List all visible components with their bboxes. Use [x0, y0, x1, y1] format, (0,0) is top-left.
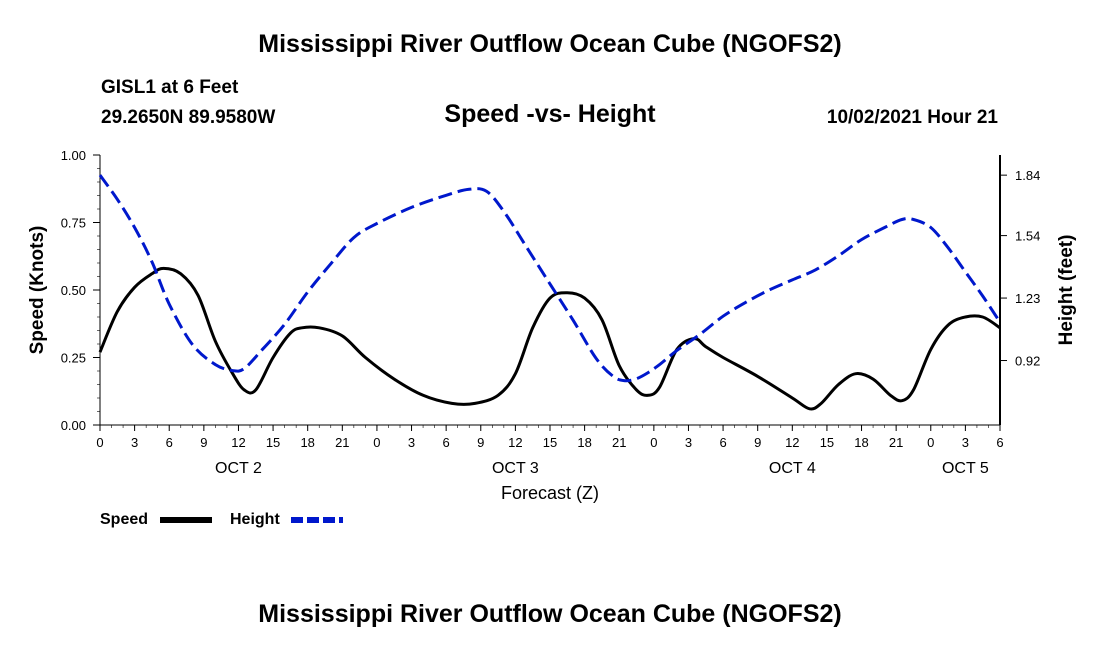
- x-tick-label: 18: [854, 435, 868, 450]
- series: [98, 174, 1002, 411]
- axes: [93, 154, 1007, 431]
- y2-tick-label: 1.54: [1015, 229, 1040, 244]
- legend-label-speed: Speed: [100, 511, 148, 528]
- y-tick-label: 0.25: [61, 351, 86, 366]
- x-tick-label: 18: [577, 435, 591, 450]
- x-tick-label: 3: [685, 435, 692, 450]
- y-tick-label: 1.00: [61, 148, 86, 163]
- y-tick-label: 0.75: [61, 216, 86, 231]
- x-tick-label: 3: [131, 435, 138, 450]
- x-tick-label: 0: [373, 435, 380, 450]
- x-tick-label: 18: [300, 435, 314, 450]
- x-tick-label: 3: [962, 435, 969, 450]
- y-tick-label: 0.50: [61, 283, 86, 298]
- x-tick-label: 12: [508, 435, 522, 450]
- x-tick-label: 12: [785, 435, 799, 450]
- x-tick-label: 15: [543, 435, 557, 450]
- footer-title: Mississippi River Outflow Ocean Cube (NG…: [258, 600, 842, 628]
- x-tick-label: 15: [820, 435, 834, 450]
- y-tick-label: 0.00: [61, 418, 86, 433]
- y2-axis-title: Height (feet): [1056, 235, 1077, 346]
- x-tick-label: 9: [200, 435, 207, 450]
- chart-subtitle: Speed -vs- Height: [444, 100, 656, 128]
- y2-tick-label: 1.84: [1015, 168, 1040, 183]
- day-label: OCT 4: [769, 460, 816, 477]
- station-label: GISL1 at 6 Feet: [101, 77, 239, 98]
- legend: Speed Height: [100, 511, 343, 528]
- x-tick-label: 21: [889, 435, 903, 450]
- day-label: OCT 3: [492, 460, 539, 477]
- x-tick-label: 0: [927, 435, 934, 450]
- series-speed-line: [98, 266, 1001, 411]
- axis-labels: 0 3 6 9 12 15 18 21 0 3 6 9 12 15 18 21 0 3 6 9 12 15 18 21 0 3 6O…: [27, 148, 1077, 503]
- x-tick-label: 21: [612, 435, 626, 450]
- x-tick-label: 6: [996, 435, 1003, 450]
- x-tick-label: 9: [754, 435, 761, 450]
- day-label: OCT 2: [215, 460, 262, 477]
- x-tick-label: 0: [650, 435, 657, 450]
- x-tick-label: 3: [408, 435, 415, 450]
- legend-label-height: Height: [230, 511, 280, 528]
- x-tick-label: 6: [166, 435, 173, 450]
- x-tick-label: 21: [335, 435, 349, 450]
- chart-main-title: Mississippi River Outflow Ocean Cube (NG…: [258, 30, 842, 58]
- station-coordinates: 29.2650N 89.9580W: [101, 107, 276, 128]
- x-tick-label: 6: [443, 435, 450, 450]
- x-tick-label: 9: [477, 435, 484, 450]
- x-tick-label: 15: [266, 435, 280, 450]
- x-axis-title: Forecast (Z): [501, 483, 599, 503]
- x-tick-label: 6: [719, 435, 726, 450]
- y-axis-title: Speed (Knots): [27, 226, 48, 355]
- y2-tick-label: 1.23: [1015, 291, 1040, 306]
- series-height-line: [98, 174, 1002, 383]
- forecast-datetime: 10/02/2021 Hour 21: [826, 107, 998, 128]
- y2-tick-label: 0.92: [1015, 354, 1040, 369]
- day-label: OCT 5: [942, 460, 989, 477]
- x-tick-label: 0: [96, 435, 103, 450]
- x-tick-label: 12: [231, 435, 245, 450]
